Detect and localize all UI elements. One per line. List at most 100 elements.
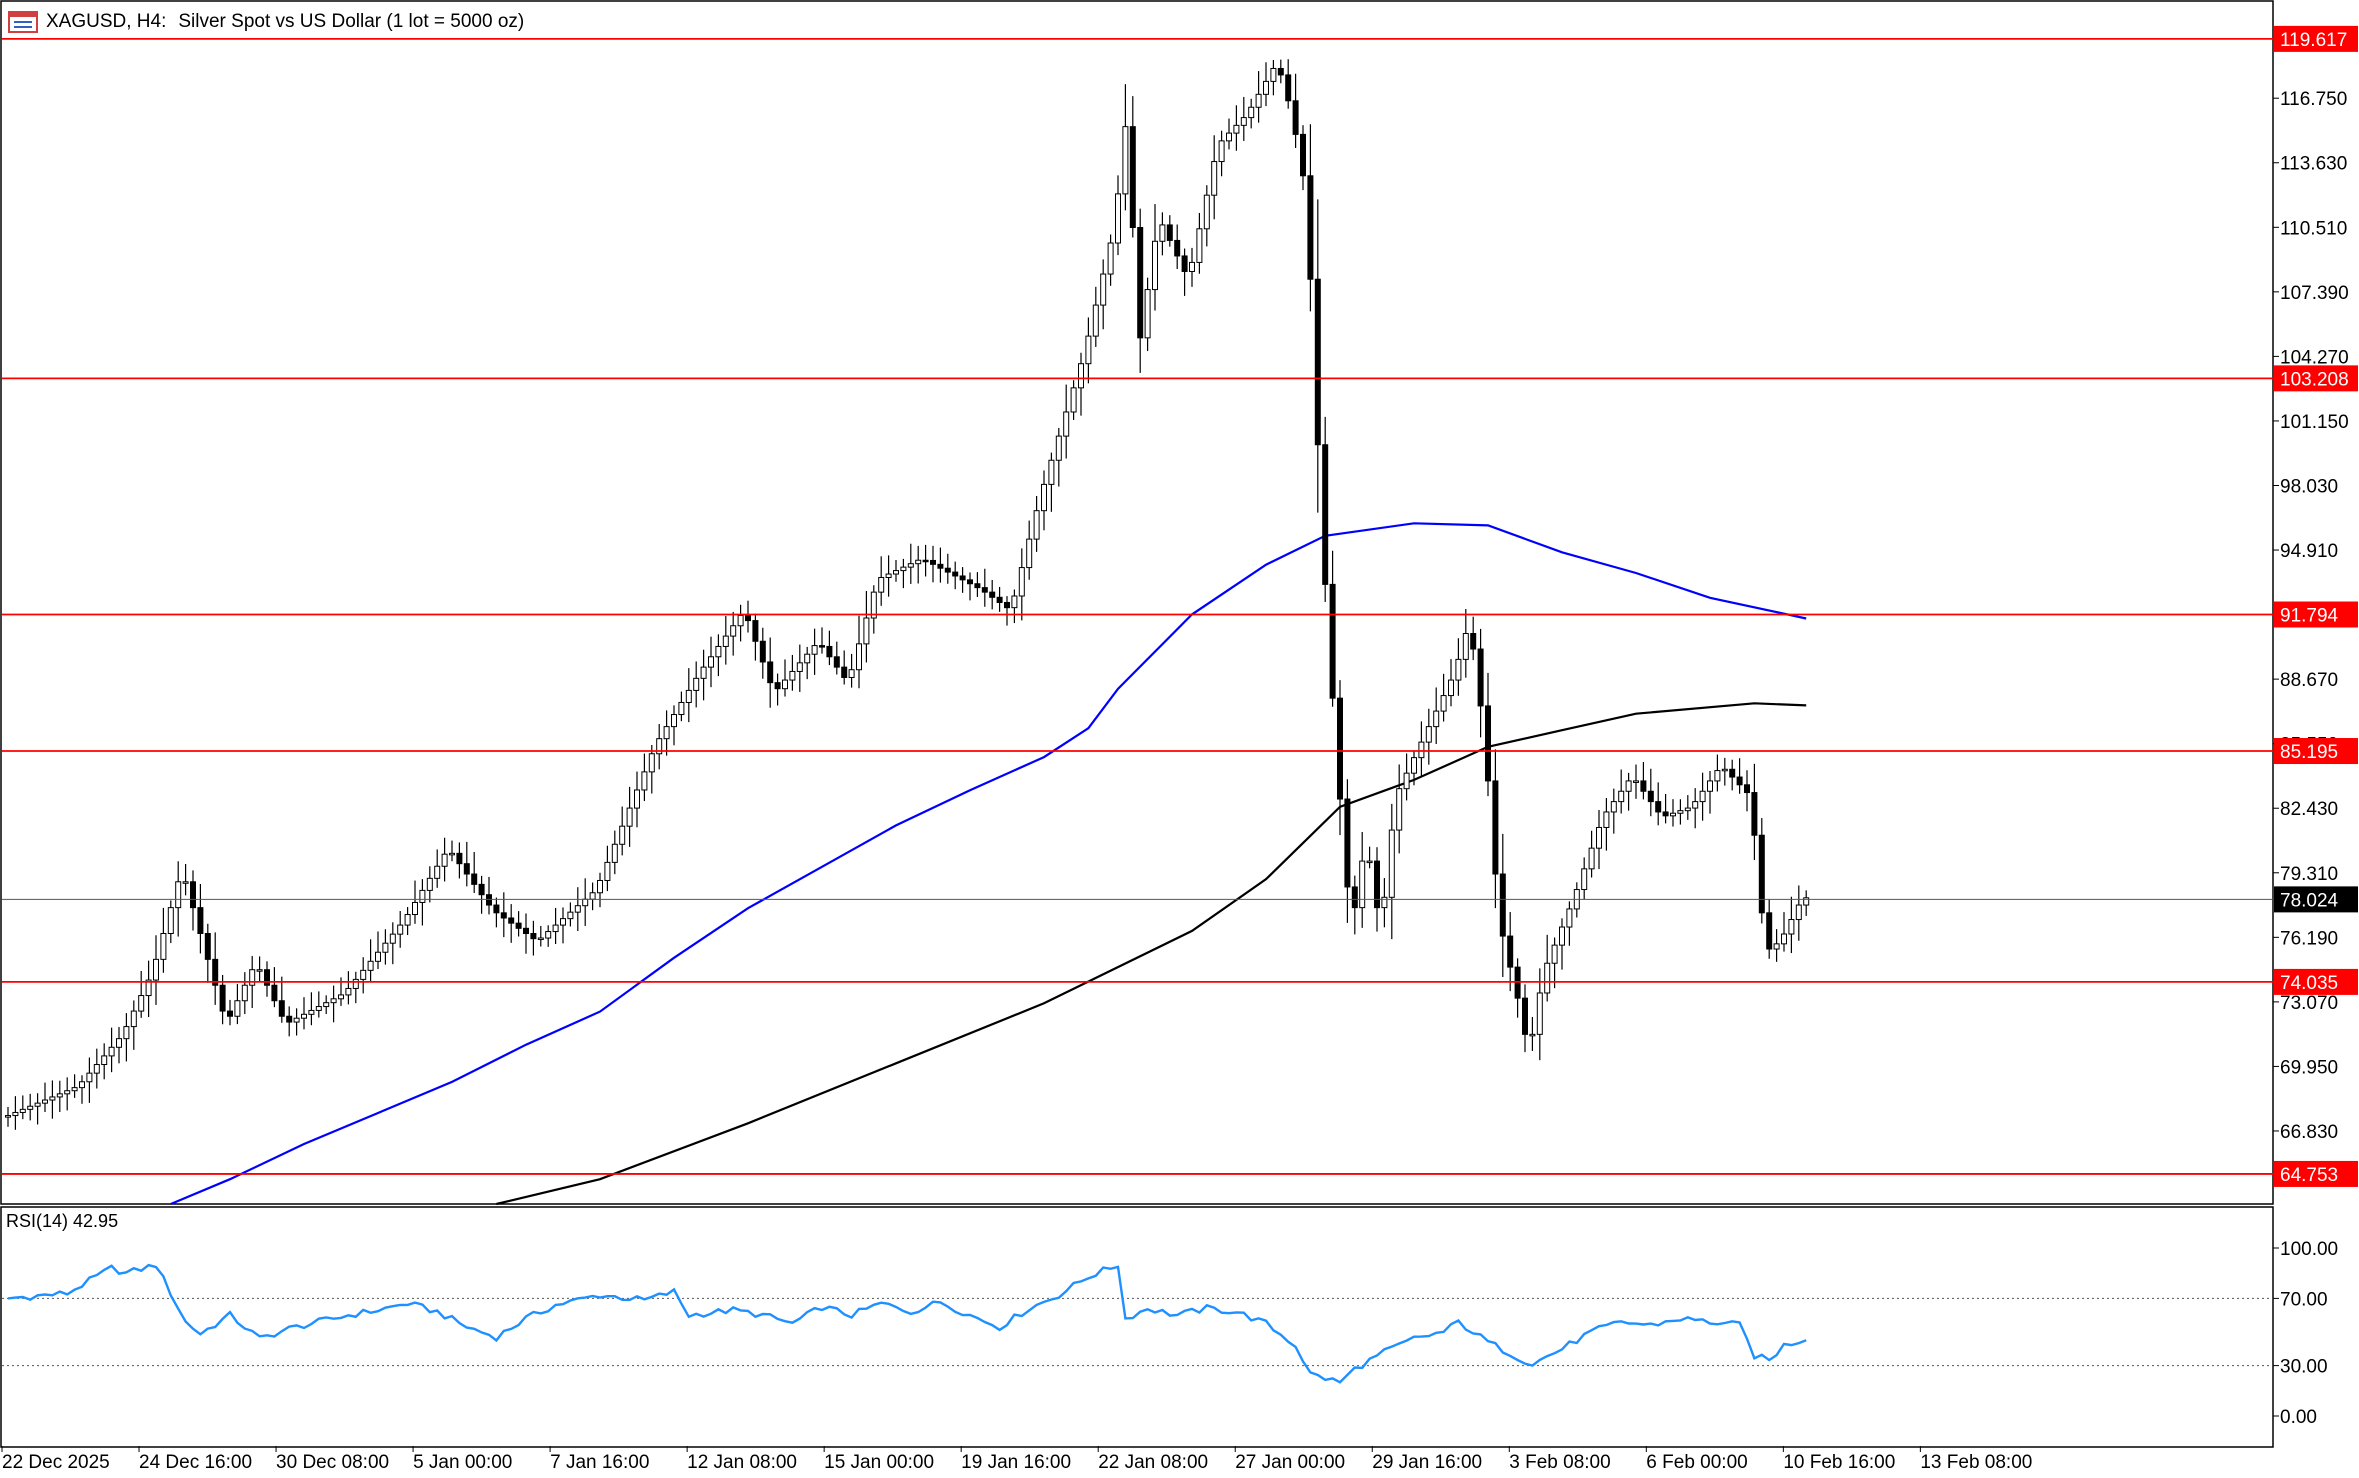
candle-body (1374, 860, 1380, 909)
candle-body (1277, 67, 1284, 76)
price-tick-label: 73.070 (2280, 993, 2338, 1014)
candle-body (441, 853, 448, 867)
candle-body (619, 825, 626, 845)
candle-body (1248, 106, 1255, 119)
price-tick-label: 88.670 (2280, 670, 2338, 691)
candle-body (856, 643, 862, 671)
candle-body (1729, 768, 1736, 778)
time-tick-label: 19 Jan 16:00 (961, 1452, 1071, 1473)
rsi-indicator (7, 1263, 1807, 1384)
candle-body (271, 984, 278, 1002)
candle-body (190, 881, 196, 909)
candle-body (1758, 834, 1765, 914)
candle-body (241, 984, 248, 1002)
rsi-tick-label: 70.00 (2280, 1289, 2328, 1310)
candle-body (101, 1055, 108, 1066)
time-tick-label: 22 Jan 08:00 (1098, 1452, 1208, 1473)
candle-body (1396, 788, 1403, 831)
candle-body (1670, 812, 1676, 817)
horizontal-levels[interactable]: 119.617 103.208 91.794 85.195 74.035 64.753 (2, 25, 2358, 1187)
level-price-label: 91.794 (2280, 606, 2339, 627)
candle-body (1425, 726, 1432, 743)
candle-body (1788, 919, 1795, 935)
candle-body (1070, 387, 1077, 413)
candle-body (1633, 780, 1639, 783)
rsi-value: 42.95 (73, 1211, 119, 1231)
candle-body (1803, 897, 1810, 906)
candle-body (1692, 801, 1699, 809)
candle-body (678, 701, 685, 716)
candle-body (1588, 847, 1595, 870)
time-tick-label: 7 Jan 16:00 (550, 1452, 649, 1473)
candle-body (878, 576, 885, 593)
candle-body (1559, 926, 1565, 946)
chart-header: XAGUSD, H4: Silver Spot vs US Dollar (1 … (8, 8, 524, 36)
candle-body (197, 907, 204, 934)
candle-body (508, 917, 515, 924)
candle-body (952, 571, 959, 577)
time-tick-label: 30 Dec 08:00 (276, 1452, 389, 1473)
time-axis: 22 Dec 2025 24 Dec 16:00 30 Dec 08:00 5 Jan… (1, 1446, 2032, 1473)
symbol-label: XAGUSD, H4: (46, 11, 167, 32)
candle-body (915, 559, 922, 565)
candle-body (286, 1015, 293, 1023)
candle-body (589, 892, 596, 900)
candle-body (863, 617, 870, 645)
ma-fast-line (170, 522, 1807, 1206)
candle-body (1795, 904, 1802, 921)
chart-window-icon (8, 11, 38, 33)
candle-body (907, 563, 914, 568)
candle-body (123, 1026, 130, 1040)
candle-body (900, 566, 907, 572)
current-price-line: 78.024 (2, 886, 2358, 913)
candle-body (1004, 601, 1010, 609)
candle-body (500, 912, 507, 919)
candle-body (19, 1108, 26, 1113)
candle-body (930, 559, 936, 565)
candle-body (796, 662, 803, 672)
candle-body (42, 1099, 48, 1104)
candle-body (708, 656, 714, 668)
candle-body (93, 1064, 100, 1074)
candle-body (1499, 873, 1506, 937)
candle-body (1470, 633, 1477, 650)
candle-body (1507, 935, 1514, 968)
candle-body (1129, 126, 1136, 229)
price-tick-label: 98.030 (2280, 476, 2338, 497)
candle-body (330, 998, 337, 1004)
candle-body (1018, 567, 1025, 597)
candle-body (153, 958, 159, 981)
candle-body (700, 666, 707, 679)
candle-body (574, 905, 581, 913)
candle-body (1166, 224, 1173, 241)
candle-body (826, 645, 833, 658)
time-tick-label: 10 Feb 16:00 (1783, 1452, 1895, 1473)
price-tick-label: 94.910 (2280, 541, 2338, 562)
candle-body (811, 645, 818, 655)
candle-body (1300, 133, 1306, 177)
candle-body (160, 932, 167, 960)
ma-slow-line (496, 702, 1807, 1206)
candle-body (1596, 826, 1602, 849)
candle-body (693, 677, 700, 691)
candle-body (130, 1010, 137, 1028)
candle-body (656, 738, 663, 755)
candle-body (582, 898, 589, 907)
candle-body (870, 591, 877, 619)
time-tick-label: 29 Jan 16:00 (1372, 1452, 1482, 1473)
candle-body (1292, 100, 1299, 135)
candle-body (1411, 757, 1417, 774)
rsi-name: RSI(14) (6, 1211, 69, 1231)
candle-body (219, 984, 226, 1012)
candle-body (86, 1072, 93, 1083)
level-price-box (2274, 25, 2358, 52)
candle-body (1433, 710, 1440, 728)
candle-body (419, 889, 426, 903)
candle-body (663, 726, 670, 740)
candle-body (523, 927, 529, 934)
candle-body (1100, 273, 1107, 306)
price-tick-label: 79.310 (2280, 864, 2338, 885)
candle-body (1366, 860, 1373, 864)
level-price-box (2274, 968, 2358, 995)
candle-body (782, 679, 788, 690)
